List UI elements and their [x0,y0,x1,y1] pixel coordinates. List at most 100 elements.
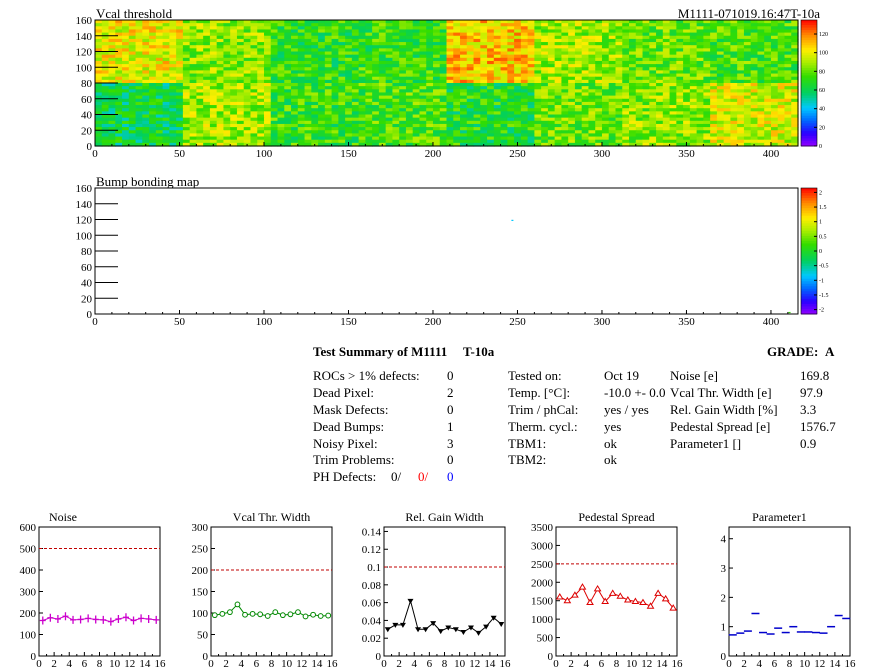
heat-cell [365,73,373,78]
heat-cell [115,26,123,31]
heat-cell [581,139,590,144]
heat-cell [291,64,299,68]
data-point [616,592,625,599]
plot-title: Parameter1 [752,510,807,524]
heat-cell [493,130,502,134]
heat-cell [122,29,130,34]
heat-cell [439,108,448,112]
heat-cell [764,29,772,34]
heat-cell [155,70,164,75]
palette-band [801,271,817,275]
heat-cell [101,133,110,138]
heat-cell [737,60,745,65]
heat-cell [419,139,427,144]
heat-cell [358,20,366,24]
heat-cell [642,35,650,40]
heat-cell [209,48,218,53]
heat-cell [595,127,603,131]
heat-cell [351,83,360,87]
heat-cell [696,35,704,40]
data-point [490,615,497,621]
heat-cell [784,29,792,34]
heat-cell [541,57,549,62]
heat-cell [642,57,650,62]
heat-cell [378,133,387,138]
heat-cell [723,117,731,122]
heat-cell [169,117,177,122]
heat-cell [169,29,177,34]
heat-cell [345,108,353,112]
heat-cell [223,32,231,37]
heat-cell [182,32,191,37]
heat-cell [345,45,353,49]
heat-cell [446,98,454,103]
heat-cell [284,117,292,122]
heat-cell [507,83,515,87]
heat-cell [493,23,502,27]
heat-cell [365,133,373,138]
ph-defects-value-1: 0/ [391,469,402,484]
heat-cell [493,117,502,122]
palette-band [801,108,817,112]
heat-cell [622,95,630,100]
heat-cell [750,64,759,68]
heat-cell [358,130,366,134]
heat-cell [216,127,225,131]
heat-cell [662,123,671,128]
heat-cell [541,108,549,112]
heat-cell [182,101,191,106]
heat-cell [534,95,542,100]
heat-cell [277,67,285,71]
heat-cell [527,29,535,34]
heat-cell [487,92,495,97]
heat-cell [169,142,177,147]
heat-cell [493,89,502,94]
heat-cell [203,45,211,49]
heat-cell [257,92,265,97]
heat-cell [689,105,698,109]
heat-cell [480,86,488,90]
heat-cell [284,114,292,119]
heat-cell [135,26,143,31]
heat-cell [230,51,238,56]
heat-cell [689,108,698,112]
heat-cell [182,114,191,119]
y-tick-label: 150 [192,587,209,599]
heat-cell [656,142,664,147]
heat-cell [155,38,164,43]
heat-cell [595,142,603,147]
heat-cell [108,95,116,100]
heat-cell [122,89,130,94]
heat-cell [392,117,400,122]
heat-cell [642,92,650,97]
heat-cell [622,86,630,90]
heat-cell [460,86,468,90]
heat-cell [385,48,394,53]
heat-cell [351,120,360,125]
heat-cell [203,92,211,97]
heat-cell [304,83,312,87]
heat-cell [250,57,258,62]
heat-cell [277,127,285,131]
heat-cell [182,54,191,59]
heat-cell [432,48,441,53]
heat-cell [378,67,387,71]
y-tick-label: 200 [20,608,37,620]
heat-cell [757,67,765,71]
heat-cell [710,92,718,97]
heat-cell [372,130,380,134]
palette-band [801,80,817,84]
heat-cell [162,120,170,125]
heat-cell [737,42,745,46]
data-point [415,627,422,633]
heat-cell [385,64,394,68]
data-point [145,615,152,624]
heat-cell [487,86,495,90]
heat-cell [243,73,252,78]
heat-cell [311,89,319,94]
heat-cell [737,76,745,81]
heat-cell [372,136,380,141]
heat-cell [541,32,549,37]
heat-cell [520,20,529,24]
heat-cell [547,42,556,46]
